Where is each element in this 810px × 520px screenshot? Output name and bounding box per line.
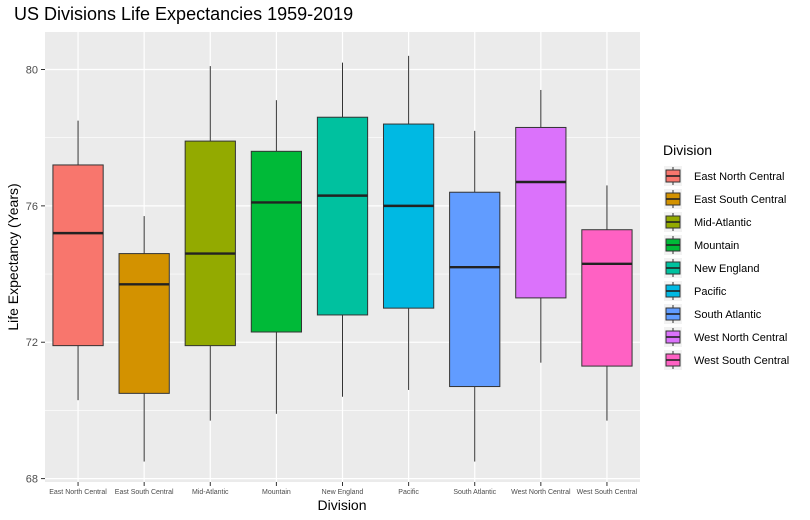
- x-tick-label: West South Central: [577, 489, 638, 496]
- y-axis-title: Life Expectancy (Years): [5, 183, 21, 330]
- box-west-north-central: [515, 89, 567, 363]
- legend-item: New England: [664, 258, 759, 278]
- legend-item: East South Central: [664, 189, 786, 209]
- box-body: [52, 164, 104, 347]
- legend-label: Mountain: [694, 240, 739, 252]
- legend-title: Division: [663, 142, 712, 158]
- x-tick-label: Mid-Atlantic: [192, 489, 229, 496]
- legend-label: Mid-Atlantic: [694, 217, 752, 229]
- box-pacific: [382, 55, 435, 390]
- x-axis: East North Central East South Central Mid-…: [49, 482, 638, 496]
- box-body: [250, 150, 303, 333]
- box-body: [581, 229, 633, 367]
- legend-label: West North Central: [694, 332, 787, 344]
- y-tick-label: 72: [26, 337, 38, 349]
- legend-item: Mountain: [664, 235, 739, 255]
- y-tick-label: 76: [26, 201, 38, 213]
- x-tick-label: South Atlantic: [453, 489, 496, 496]
- legend-label: East South Central: [694, 194, 786, 206]
- x-tick-label: East North Central: [49, 489, 107, 496]
- x-axis-title: Division: [317, 497, 366, 513]
- legend-item: West North Central: [664, 327, 787, 347]
- legend-label: New England: [694, 263, 759, 275]
- x-tick-label: Mountain: [262, 489, 291, 496]
- box-body: [316, 116, 369, 316]
- box-east-south-central: [118, 216, 170, 462]
- box-body: [382, 123, 435, 309]
- chart-title: US Divisions Life Expectancies 1959-2019: [14, 4, 353, 24]
- boxes: [52, 55, 633, 462]
- box-mid-atlantic: [184, 66, 236, 421]
- box-body: [118, 253, 170, 394]
- legend-label: South Atlantic: [694, 309, 762, 321]
- box-mountain: [250, 100, 303, 414]
- box-body: [515, 126, 567, 299]
- box-new-england: [316, 62, 369, 397]
- x-tick-label: New England: [322, 489, 364, 496]
- legend-label: East North Central: [694, 171, 784, 183]
- legend: Division East North Central East South Ce…: [663, 142, 789, 370]
- x-tick-label: West North Central: [511, 489, 571, 496]
- y-tick-label: 68: [26, 474, 38, 486]
- box-west-south-central: [581, 185, 633, 421]
- y-tick-label: 80: [26, 65, 38, 77]
- legend-item: Pacific: [664, 281, 727, 301]
- box-south-atlantic: [449, 130, 501, 462]
- legend-item: East North Central: [664, 166, 784, 186]
- legend-label: Pacific: [694, 286, 727, 298]
- box-east-north-central: [52, 120, 104, 401]
- legend-item: South Atlantic: [664, 304, 762, 324]
- x-tick-label: East South Central: [115, 489, 174, 496]
- box-body: [184, 140, 236, 347]
- legend-item: West South Central: [664, 350, 789, 370]
- box-body: [449, 191, 501, 388]
- legend-item: Mid-Atlantic: [664, 212, 752, 232]
- legend-label: West South Central: [694, 355, 789, 367]
- y-axis: 68 72 76 80: [26, 65, 45, 486]
- x-tick-label: Pacific: [398, 489, 419, 496]
